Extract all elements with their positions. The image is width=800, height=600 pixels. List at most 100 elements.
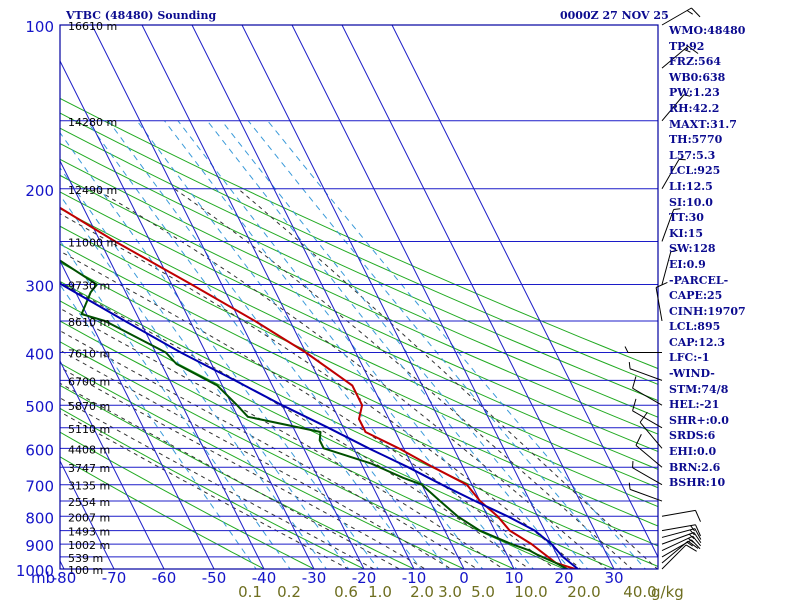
pressure-unit-label: mb [31, 569, 55, 587]
mixing-ratio-tick-label: 0.2 [277, 583, 301, 600]
isotherm [291, 25, 565, 569]
wind-barb-staff [661, 159, 680, 190]
wind-barb [661, 509, 701, 522]
mixing-ratio-tick-label: 2.0 [410, 583, 434, 600]
index-item: MAXT:31.7 [669, 117, 737, 131]
index-item: SI:10.0 [669, 195, 713, 209]
pressure-tick-label: 700 [25, 478, 54, 496]
moist-adiabat [94, 188, 608, 569]
wind-barb-flag [694, 528, 702, 540]
mixing-ratio-line [177, 120, 534, 569]
wind-barb [661, 158, 686, 190]
wind-barb-staff [661, 45, 689, 69]
index-item: LCL:895 [669, 320, 721, 334]
wind-barb [628, 361, 663, 381]
index-item: SHR+:0.0 [669, 413, 729, 427]
index-item: CAPE:25 [669, 289, 723, 303]
wind-barb-flag [632, 376, 637, 389]
temperature-tick-label: 30 [604, 569, 623, 587]
mixing-ratio-unit-label: g/kg [651, 583, 684, 600]
wind-barb-staff [661, 544, 687, 570]
index-item: BRN:2.6 [669, 460, 721, 474]
index-item: -PARCEL- [669, 273, 729, 287]
pressure-tick-label: 800 [25, 509, 54, 527]
dry-adiabat [60, 456, 266, 569]
pressure-tick-label: 300 [25, 278, 54, 296]
mixing-ratio-tick-label: 5.0 [471, 583, 495, 600]
pressure-tick-label: 100 [25, 18, 54, 36]
moist-adiabat [60, 411, 350, 569]
chart-title: VTBC (48480) Sounding [66, 9, 217, 22]
wind-barb-staff [661, 509, 696, 517]
temperature-tick-label: -30 [302, 569, 327, 587]
mixing-ratio-tick-label: 20.0 [567, 583, 600, 600]
isotherm [191, 25, 465, 569]
wind-barb-staff [639, 421, 663, 449]
wind-barb-staff [632, 467, 663, 486]
wind-barb-staff [632, 387, 663, 406]
wind-barb [661, 532, 702, 545]
dry-adiabat [60, 431, 316, 569]
temperature-profile [60, 206, 579, 569]
moist-adiabat [60, 349, 453, 569]
wind-barb-half-flag [628, 361, 631, 369]
dry-adiabat [60, 261, 658, 547]
isotherm [60, 59, 315, 569]
wind-barb-staff [655, 287, 663, 322]
wind-barb [624, 346, 662, 354]
moist-adiabat [60, 213, 582, 569]
dry-adiabat [60, 243, 658, 527]
isotherm [60, 459, 115, 569]
dry-adiabat [60, 127, 658, 402]
wind-barb-flag [695, 510, 701, 522]
height-label: 7610 m [68, 348, 110, 361]
wind-barb-half-flag [689, 529, 695, 536]
pressure-tick-label: 500 [25, 398, 54, 416]
wind-barb-staff [629, 488, 663, 502]
wind-barb-half-flag [628, 482, 631, 490]
dry-adiabat [60, 142, 658, 418]
index-item: SW:128 [669, 242, 716, 256]
wind-barb-half-flag [624, 346, 629, 353]
wind-barb-flag [685, 544, 697, 552]
index-item: KI:15 [669, 226, 704, 240]
wind-barb [661, 535, 701, 552]
wind-barb-staff [661, 524, 696, 532]
temperature-tick-label: -60 [152, 569, 177, 587]
wind-barb-staff [661, 539, 692, 558]
isotherm [60, 259, 215, 569]
wind-barb-staff [661, 528, 695, 538]
wind-barb-half-flag [670, 249, 678, 253]
height-label: 5110 m [68, 423, 110, 436]
isotherm [91, 25, 365, 569]
wind-barb-flag [691, 7, 701, 18]
dewpoint-profile [60, 259, 570, 569]
index-item: LFC:-1 [669, 351, 710, 365]
index-item: HEL:-21 [669, 398, 720, 412]
wind-barb [635, 434, 663, 468]
wind-barb-flag [693, 532, 702, 544]
parcel-profile [60, 282, 580, 569]
wind-barb-staff [661, 532, 695, 545]
wind-barb [661, 544, 697, 570]
index-item: TH:5770 [669, 133, 723, 147]
wind-barb-flag [695, 524, 701, 537]
wind-barb-half-flag [686, 541, 693, 547]
wind-barb [628, 482, 663, 502]
pressure-tick-label: 600 [25, 441, 54, 459]
temperature-tick-label: 20 [554, 569, 573, 587]
index-item: LI:12.5 [669, 179, 713, 193]
height-label: 1002 m [68, 539, 110, 552]
wind-barb [661, 45, 699, 69]
chart-valid-time: 0000Z 27 NOV 25 [560, 9, 669, 22]
index-item: EHI:0.0 [669, 445, 717, 459]
index-item: PW:1.23 [669, 86, 720, 100]
mixing-ratio-tick-label: 0.1 [238, 583, 262, 600]
indices-panel: WMO:48480 TP:92 FRZ:564 WB0:638 PW:1.23 RH:42… [669, 23, 799, 491]
height-label: 8610 m [68, 316, 110, 329]
dry-adiabat [60, 97, 658, 370]
wind-barb [639, 411, 663, 449]
height-label: 3747 m [68, 462, 110, 475]
temperature-tick-label: -20 [352, 569, 377, 587]
